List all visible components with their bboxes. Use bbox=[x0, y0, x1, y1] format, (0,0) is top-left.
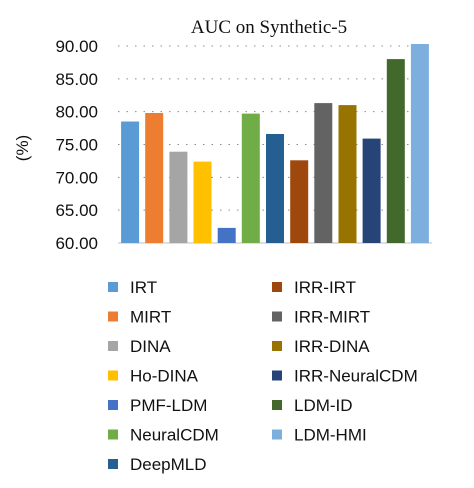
chart-title: AUC on Synthetic-5 bbox=[191, 17, 347, 38]
legend-swatch-irr-dina bbox=[272, 341, 282, 351]
legend-label-mirt: MIRT bbox=[130, 308, 171, 327]
legend-swatch-ho-dina bbox=[108, 370, 118, 381]
legend-label-irr-mirt: IRR-MIRT bbox=[294, 308, 370, 327]
bar-mirt bbox=[145, 113, 164, 243]
bar-ldm-hmi bbox=[410, 44, 429, 243]
legend-swatch-irr-mirt bbox=[272, 311, 282, 322]
bars bbox=[121, 44, 429, 243]
bar-dina bbox=[169, 151, 188, 243]
bar-ho-dina bbox=[193, 161, 212, 243]
legend-label-neuralcdm: NeuralCDM bbox=[130, 426, 219, 445]
y-tick-label: 65.00 bbox=[55, 201, 98, 220]
legend-swatch-neuralcdm bbox=[108, 429, 118, 440]
bar-irt bbox=[121, 121, 140, 243]
legend-label-deepmld: DeepMLD bbox=[130, 455, 207, 474]
legend-swatch-ldm-id bbox=[272, 400, 282, 410]
bar-irr-dina bbox=[338, 105, 357, 243]
y-tick-label: 70.00 bbox=[55, 168, 98, 187]
legend-label-irr-neuralcdm: IRR-NeuralCDM bbox=[294, 367, 418, 386]
bar-pmf-ldm bbox=[217, 227, 236, 243]
y-tick-label: 90.00 bbox=[55, 37, 98, 56]
y-tick-labels: 60.00 65.00 70.00 75.00 80.00 85.00 90.00 bbox=[55, 37, 98, 253]
y-tick-label: 80.00 bbox=[55, 103, 98, 122]
bar-ldm-id bbox=[386, 59, 405, 243]
legend: IRT MIRT DINA Ho-DINA PMF-LDM NeuralCDM DeepML… bbox=[108, 278, 418, 474]
legend-swatch-pmf-ldm bbox=[108, 400, 118, 410]
legend-label-pmf-ldm: PMF-LDM bbox=[130, 396, 207, 415]
legend-swatch-dina bbox=[108, 341, 118, 351]
bar-neuralcdm bbox=[241, 113, 260, 243]
legend-swatch-irr-irt bbox=[272, 282, 282, 292]
legend-swatch-deepmld bbox=[108, 459, 118, 469]
legend-swatch-irr-neuralcdm bbox=[272, 370, 282, 381]
bar-irr-mirt bbox=[314, 103, 333, 243]
legend-swatch-irt bbox=[108, 282, 118, 292]
legend-label-ldm-id: LDM-ID bbox=[294, 396, 353, 415]
y-tick-label: 60.00 bbox=[55, 234, 98, 253]
legend-label-ho-dina: Ho-DINA bbox=[130, 367, 199, 386]
legend-label-irr-irt: IRR-IRT bbox=[294, 278, 356, 297]
legend-label-dina: DINA bbox=[130, 337, 171, 356]
legend-swatch-mirt bbox=[108, 311, 118, 322]
y-tick-label: 85.00 bbox=[55, 70, 98, 89]
bar-deepmld bbox=[266, 134, 284, 243]
legend-label-ldm-hmi: LDM-HMI bbox=[294, 426, 367, 445]
bar-irr-irt bbox=[290, 160, 309, 243]
legend-label-irt: IRT bbox=[130, 278, 157, 297]
y-axis-label: (%) bbox=[13, 135, 32, 161]
legend-label-irr-dina: IRR-DINA bbox=[294, 337, 370, 356]
y-tick-label: 75.00 bbox=[55, 136, 98, 155]
legend-swatch-ldm-hmi bbox=[272, 429, 282, 440]
bar-irr-neuralcdm bbox=[362, 138, 381, 243]
